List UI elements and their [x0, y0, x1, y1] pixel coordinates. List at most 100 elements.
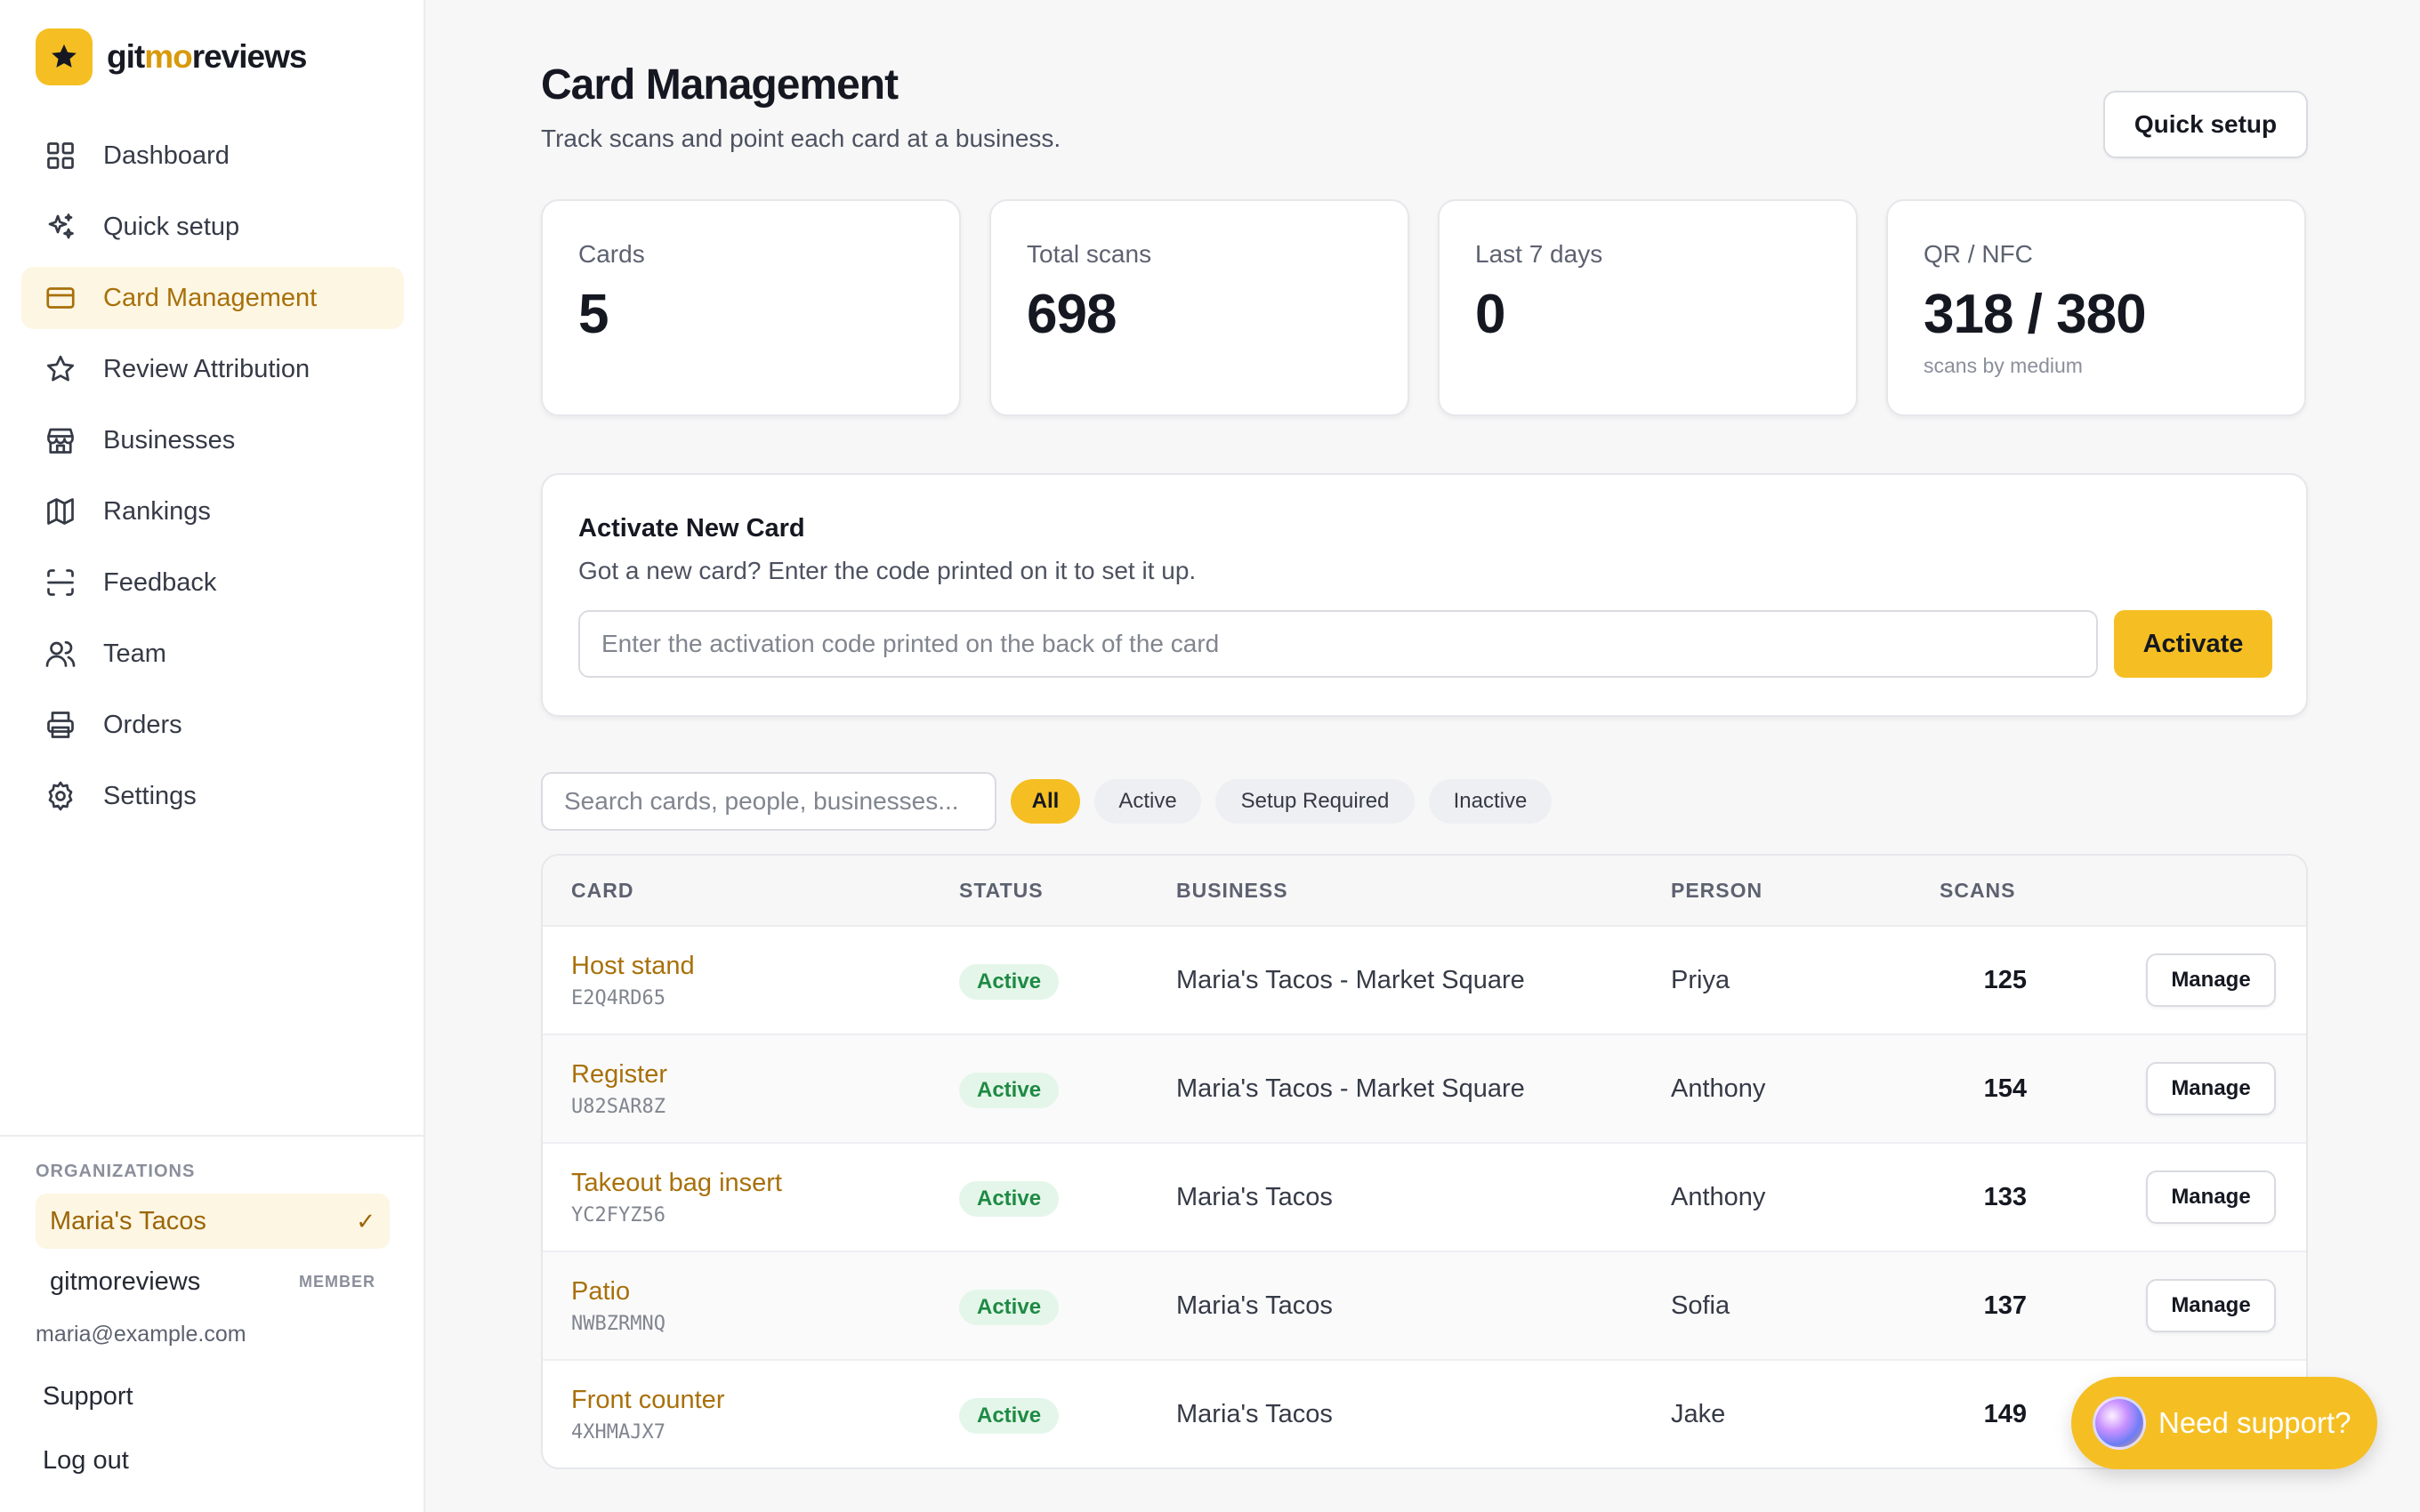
role-badge: MEMBER [299, 1272, 375, 1291]
column-header-scans: SCANS [1940, 879, 2016, 902]
table-row: Front counter 4XHMAJX7 Active Maria's Ta… [543, 1361, 2306, 1468]
column-header-card: CARD [571, 879, 634, 902]
status-badge: Active [959, 1073, 1060, 1108]
cards-table: CARD STATUS BUSINESS PERSON SCANS Host s… [541, 854, 2308, 1469]
filter-chip-all[interactable]: All [1011, 779, 1080, 824]
business-name: Maria's Tacos - Market Square [1176, 966, 1525, 994]
person-name: Anthony [1671, 1074, 1766, 1103]
stat-value: 698 [1027, 284, 1117, 345]
activate-card-panel: Activate New Card Got a new card? Enter … [541, 473, 2308, 717]
person-name: Sofia [1671, 1291, 1730, 1320]
stat-label: Cards [578, 240, 645, 268]
column-header-status: STATUS [959, 879, 1044, 902]
filter-chip-inactive[interactable]: Inactive [1429, 779, 1552, 824]
user-email: maria@example.com [36, 1322, 246, 1347]
stat-card-total-scans: Total scans 698 [989, 199, 1409, 416]
scan-count: 154 [1983, 1074, 2027, 1103]
manage-button[interactable]: Manage [2146, 1170, 2276, 1224]
sidebar-item-quick-setup[interactable]: Quick setup [21, 196, 404, 258]
sidebar-item-label: Businesses [103, 425, 236, 454]
card-name-link[interactable]: Host stand [571, 952, 695, 980]
business-name: Maria's Tacos [1176, 1291, 1333, 1320]
card-code: U82SAR8Z [571, 1096, 666, 1118]
scan-count: 133 [1983, 1183, 2027, 1211]
logo-wordmark: gitmoreviews [107, 38, 307, 75]
activate-button[interactable]: Activate [2114, 610, 2272, 678]
activation-code-input[interactable] [578, 610, 2098, 678]
sidebar: gitmoreviews Dashboard Quick setup Card … [0, 0, 425, 1512]
manage-button[interactable]: Manage [2146, 1062, 2276, 1115]
logo[interactable]: gitmoreviews [36, 28, 307, 85]
stat-card-last-7-days: Last 7 days 0 [1438, 199, 1858, 416]
card-name-link[interactable]: Patio [571, 1277, 631, 1306]
organization-switcher: ORGANIZATIONS Maria's Tacos ✓ gitmorevie… [0, 1135, 424, 1512]
card-name-link[interactable]: Front counter [571, 1386, 725, 1414]
column-header-business: BUSINESS [1176, 879, 1288, 902]
stat-card-qr-nfc: QR / NFC 318 / 380 scans by medium [1886, 199, 2306, 416]
column-header-person: PERSON [1671, 879, 1763, 902]
business-name: Maria's Tacos - Market Square [1176, 1074, 1525, 1103]
activate-description: Got a new card? Enter the code printed o… [578, 557, 1197, 584]
search-input[interactable] [541, 772, 996, 831]
table-row: Register U82SAR8Z Active Maria's Tacos -… [543, 1035, 2306, 1144]
status-badge: Active [959, 964, 1060, 1000]
manage-button[interactable]: Manage [2146, 953, 2276, 1007]
card-code: E2Q4RD65 [571, 987, 666, 1009]
filter-chip-setup-required[interactable]: Setup Required [1215, 779, 1415, 824]
scan-icon [43, 565, 78, 600]
org-item-selected[interactable]: Maria's Tacos ✓ [36, 1194, 390, 1249]
stat-value: 0 [1475, 284, 1505, 345]
sidebar-item-label: Rankings [103, 496, 211, 526]
scan-count: 125 [1983, 966, 2027, 994]
filter-chip-active[interactable]: Active [1094, 779, 1201, 824]
sidebar-item-label: Team [103, 639, 166, 668]
table-row: Takeout bag insert YC2FYZ56 Active Maria… [543, 1144, 2306, 1252]
star-outline-icon [43, 351, 78, 387]
sidebar-item-review-attribution[interactable]: Review Attribution [21, 338, 404, 400]
organizations-heading: ORGANIZATIONS [36, 1162, 196, 1181]
sidebar-item-dashboard[interactable]: Dashboard [21, 125, 404, 187]
sidebar-item-rankings[interactable]: Rankings [21, 480, 404, 543]
card-code: YC2FYZ56 [571, 1204, 666, 1226]
table-header: CARD STATUS BUSINESS PERSON SCANS [543, 856, 2306, 927]
sidebar-item-label: Feedback [103, 567, 217, 597]
sidebar-item-orders[interactable]: Orders [21, 694, 404, 756]
org-item[interactable]: gitmoreviews MEMBER [36, 1254, 390, 1309]
sidebar-item-businesses[interactable]: Businesses [21, 409, 404, 471]
card-code: 4XHMAJX7 [571, 1421, 666, 1444]
page-subtitle: Track scans and point each card at a bus… [541, 125, 1061, 152]
stat-card-cards: Cards 5 [541, 199, 961, 416]
credit-card-icon [43, 280, 78, 316]
status-badge: Active [959, 1181, 1060, 1217]
stat-label: QR / NFC [1924, 240, 2033, 268]
users-icon [43, 636, 78, 672]
map-icon [43, 494, 78, 529]
org-name: Maria's Tacos [50, 1206, 206, 1235]
manage-button[interactable]: Manage [2146, 1279, 2276, 1332]
sidebar-nav: Dashboard Quick setup Card Management Re… [21, 125, 404, 836]
card-name-link[interactable]: Register [571, 1060, 667, 1089]
sidebar-item-settings[interactable]: Settings [21, 765, 404, 827]
sidebar-item-label: Card Management [103, 283, 318, 312]
sidebar-item-label: Review Attribution [103, 354, 311, 383]
store-icon [43, 422, 78, 458]
sidebar-item-feedback[interactable]: Feedback [21, 551, 404, 614]
sparkles-icon [43, 209, 78, 245]
status-badge: Active [959, 1290, 1060, 1325]
org-name: gitmoreviews [50, 1267, 201, 1296]
stat-label: Last 7 days [1475, 240, 1603, 268]
quick-setup-button[interactable]: Quick setup [2103, 91, 2308, 158]
person-name: Jake [1671, 1400, 1726, 1428]
need-support-button[interactable]: Need support? [2071, 1377, 2377, 1469]
sidebar-item-label: Dashboard [103, 141, 230, 170]
business-name: Maria's Tacos [1176, 1400, 1333, 1428]
support-avatar-icon [2093, 1396, 2146, 1450]
card-name-link[interactable]: Takeout bag insert [571, 1169, 782, 1197]
sidebar-item-team[interactable]: Team [21, 623, 404, 685]
sidebar-item-card-management[interactable]: Card Management [21, 267, 404, 329]
card-code: NWBZRMNQ [571, 1313, 666, 1335]
support-link[interactable]: Support [43, 1382, 133, 1411]
printer-icon [43, 707, 78, 743]
logout-link[interactable]: Log out [43, 1446, 129, 1475]
stat-label: Total scans [1027, 240, 1152, 268]
